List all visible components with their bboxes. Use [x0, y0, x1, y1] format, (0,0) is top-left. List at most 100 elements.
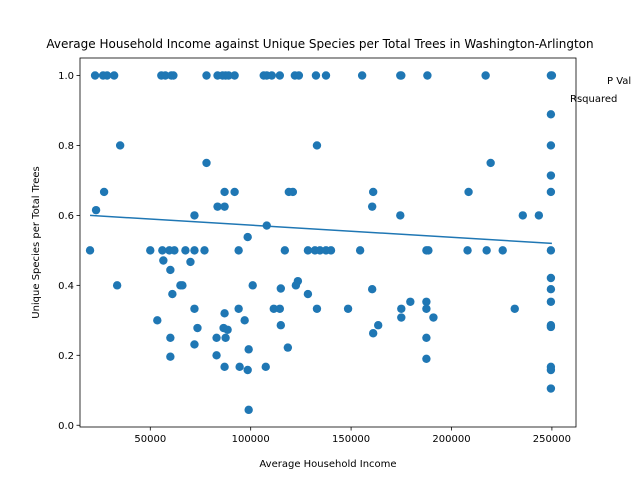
- data-point: [168, 289, 177, 299]
- data-point: [213, 202, 222, 211]
- data-point: [498, 246, 507, 255]
- data-point: [374, 321, 383, 330]
- data-point: [235, 362, 244, 372]
- data-point: [230, 71, 239, 80]
- data-point: [397, 313, 406, 322]
- data-point: [355, 246, 365, 255]
- data-point: [486, 158, 495, 168]
- data-point: [321, 71, 331, 80]
- y-tick-label: 1.0: [58, 71, 74, 82]
- data-point: [463, 246, 472, 255]
- data-point: [422, 297, 431, 306]
- data-point: [303, 246, 313, 255]
- data-point: [312, 304, 322, 313]
- data-point: [159, 256, 168, 265]
- data-point: [546, 110, 556, 119]
- x-tick-label: 200000: [432, 434, 470, 445]
- data-point: [267, 71, 276, 80]
- p-value-annotation: P Val: [607, 76, 631, 87]
- data-point: [397, 304, 406, 313]
- data-point: [223, 325, 232, 334]
- data-point: [115, 141, 125, 150]
- data-point: [396, 211, 405, 220]
- data-point: [482, 246, 491, 255]
- data-point: [102, 71, 112, 80]
- data-point: [291, 281, 301, 290]
- x-tick-label: 50000: [134, 434, 166, 445]
- data-point: [166, 352, 175, 361]
- data-point: [240, 316, 249, 325]
- data-point: [158, 246, 167, 255]
- data-point: [288, 187, 298, 197]
- y-tick-label: 0.4: [58, 281, 74, 292]
- trend-line: [89, 214, 552, 245]
- data-point: [202, 71, 211, 80]
- data-point: [546, 187, 556, 197]
- data-point: [546, 365, 556, 375]
- plot-frame: [79, 57, 577, 428]
- data-point: [243, 365, 252, 375]
- data-point: [406, 297, 415, 306]
- data-point: [312, 141, 322, 150]
- plot-content: [85, 71, 557, 415]
- data-point: [178, 281, 187, 290]
- data-point: [315, 246, 325, 255]
- x-tick-label: 150000: [332, 434, 370, 445]
- x-tick-label: 100000: [232, 434, 270, 445]
- data-point: [397, 71, 406, 80]
- data-point: [269, 304, 278, 313]
- data-point: [303, 289, 313, 299]
- data-point: [230, 187, 239, 197]
- data-point: [193, 323, 202, 333]
- data-point: [220, 362, 229, 372]
- y-tick-label: 0.2: [58, 351, 74, 362]
- data-point: [534, 211, 544, 220]
- data-point: [112, 281, 122, 290]
- data-point: [311, 71, 321, 80]
- data-point: [90, 71, 100, 80]
- data-point: [547, 71, 557, 80]
- data-point: [422, 333, 431, 343]
- data-point: [181, 246, 190, 255]
- data-point: [248, 281, 257, 290]
- y-tick-label: 0.0: [58, 421, 74, 432]
- y-axis-label: Unique Species per Total Trees: [31, 166, 42, 319]
- data-point: [85, 246, 95, 255]
- data-point: [99, 187, 109, 197]
- y-axis-ticks: 0.0 0.2 0.4 0.6 0.8 1.0: [58, 71, 80, 432]
- data-point: [510, 304, 519, 313]
- data-point: [546, 141, 556, 150]
- data-point: [220, 202, 229, 211]
- data-point: [424, 246, 433, 255]
- data-point: [429, 313, 438, 322]
- data-point: [357, 71, 367, 80]
- data-point: [169, 71, 178, 80]
- data-point: [224, 71, 233, 80]
- data-point: [368, 329, 378, 338]
- data-point: [91, 205, 101, 215]
- x-axis-label: Average Household Income: [259, 459, 396, 470]
- data-point: [234, 304, 243, 313]
- chart-title: Average Household Income against Unique …: [46, 37, 593, 51]
- data-point: [275, 71, 285, 80]
- data-point: [166, 333, 175, 343]
- x-axis-ticks: 50000 100000 150000 200000 250000: [134, 427, 571, 445]
- data-point: [343, 304, 353, 313]
- y-tick-label: 0.6: [58, 211, 74, 222]
- data-point: [166, 265, 175, 275]
- data-point: [244, 345, 253, 354]
- data-point: [220, 309, 229, 318]
- data-point: [212, 351, 221, 360]
- data-point: [464, 187, 473, 197]
- data-point: [170, 246, 179, 255]
- data-point: [202, 158, 211, 168]
- data-point: [546, 171, 556, 180]
- data-point: [326, 246, 336, 255]
- data-point: [190, 246, 199, 255]
- data-point: [546, 273, 556, 283]
- data-point: [243, 232, 252, 242]
- y-tick-label: 0.8: [58, 141, 74, 152]
- data-point: [161, 71, 170, 80]
- data-point: [261, 362, 270, 372]
- data-point: [221, 333, 230, 343]
